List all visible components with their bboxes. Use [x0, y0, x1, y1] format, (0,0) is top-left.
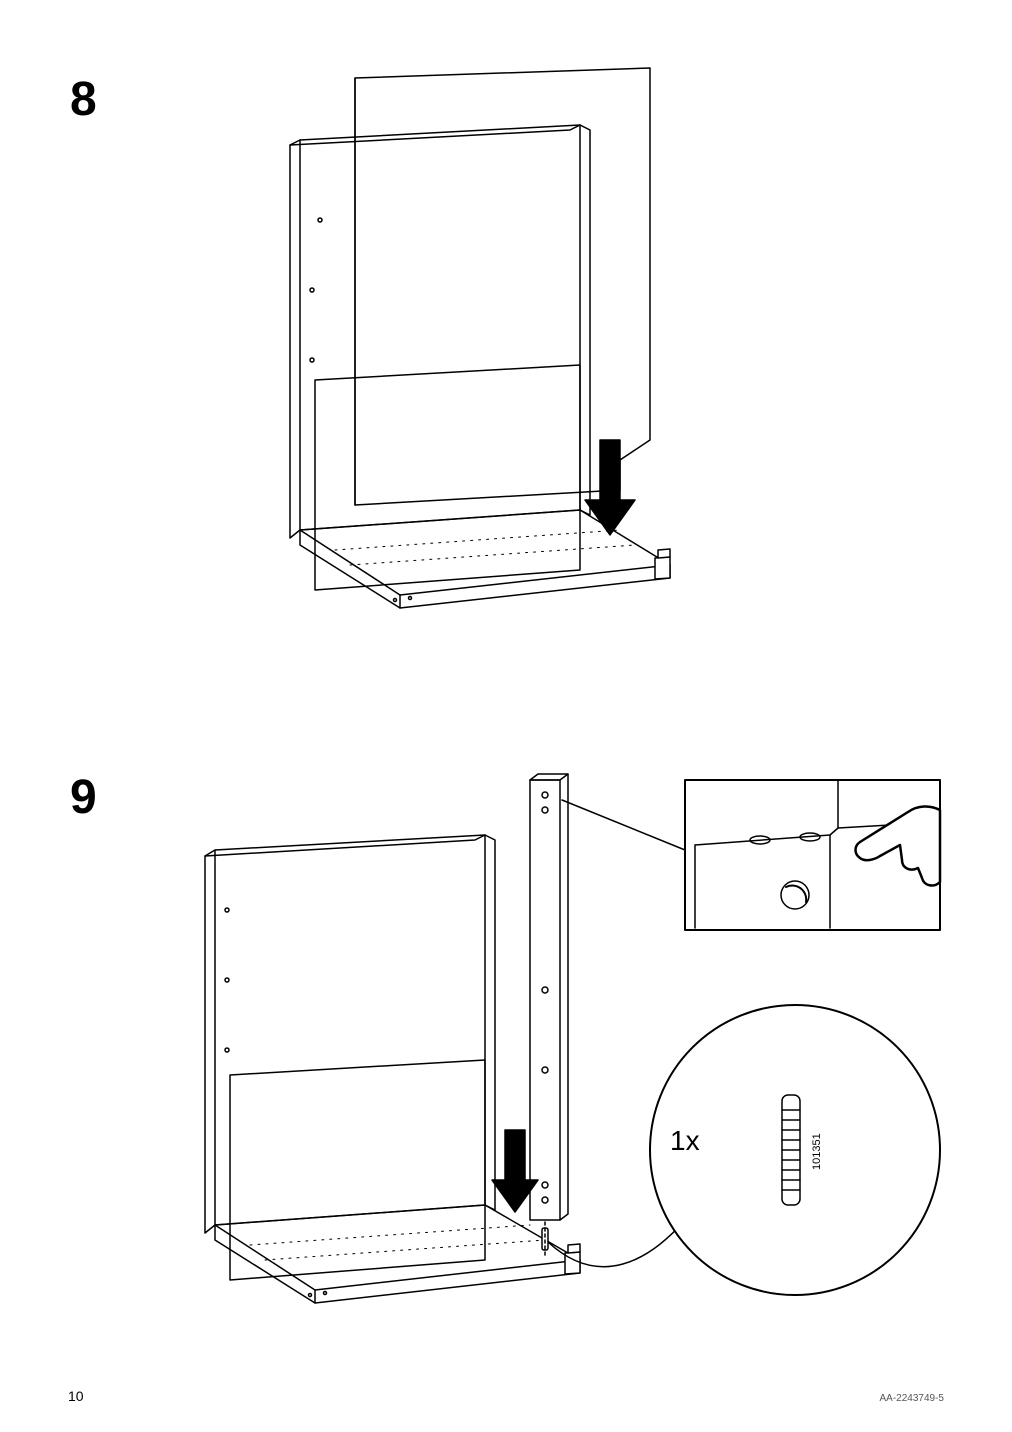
- document-id: AA-2243749-5: [880, 1393, 945, 1404]
- step-8-number: 8: [70, 72, 97, 127]
- step-9-number: 9: [70, 770, 97, 825]
- hardware-qty-label: 1x: [670, 1125, 700, 1156]
- hardware-callout: 1x 101351: [548, 1005, 940, 1295]
- right-side-edge: [580, 125, 590, 515]
- step-9-figure: 1x 101351: [130, 750, 950, 1370]
- detail-callout-top: [562, 780, 940, 930]
- assembly-instructions-page: 8: [0, 0, 1012, 1432]
- step-9-svg: 1x 101351: [130, 750, 950, 1370]
- left-side-panel: [290, 125, 580, 538]
- hardware-part-id: 101351: [811, 1133, 823, 1170]
- cabinet-assembly: [205, 835, 580, 1303]
- page-number: 10: [68, 1388, 84, 1404]
- step-8-figure: [200, 60, 760, 690]
- step-8-svg: [200, 60, 760, 690]
- dowel-icon: [782, 1095, 800, 1205]
